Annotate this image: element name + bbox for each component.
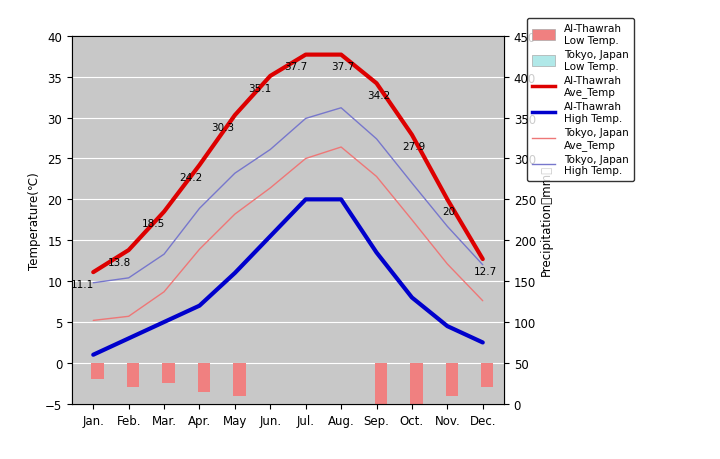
Bar xyxy=(401,243,414,404)
Bar xyxy=(437,328,449,404)
Bar xyxy=(162,363,175,384)
Text: 18.5: 18.5 xyxy=(142,219,165,229)
Bar xyxy=(374,363,387,404)
Text: 37.7: 37.7 xyxy=(331,62,354,72)
Bar xyxy=(127,363,139,387)
Bar xyxy=(189,303,202,404)
Legend: Al-Thawrah
Low Temp., Tokyo, Japan
Low Temp., Al-Thawrah
Ave_Temp, Al-Thawrah
Hi: Al-Thawrah Low Temp., Tokyo, Japan Low T… xyxy=(527,19,634,181)
Bar xyxy=(330,267,343,404)
Text: 34.2: 34.2 xyxy=(366,91,390,101)
Bar xyxy=(366,233,378,404)
Text: 20: 20 xyxy=(443,207,456,217)
Bar xyxy=(233,363,246,396)
Text: 27.9: 27.9 xyxy=(402,142,426,152)
Bar xyxy=(198,363,210,392)
Text: 37.7: 37.7 xyxy=(284,62,307,72)
Bar xyxy=(472,362,485,404)
Bar xyxy=(118,358,130,404)
Bar xyxy=(91,363,104,380)
Y-axis label: Precipitation（mm）: Precipitation（mm） xyxy=(540,165,553,276)
Bar xyxy=(260,267,272,404)
Text: 11.1: 11.1 xyxy=(71,279,94,289)
Text: 35.1: 35.1 xyxy=(248,84,271,93)
Bar xyxy=(295,278,307,404)
Bar xyxy=(446,363,458,396)
Text: 24.2: 24.2 xyxy=(179,172,202,182)
Bar xyxy=(83,362,95,404)
Text: 13.8: 13.8 xyxy=(108,257,132,267)
Y-axis label: Temperature(℃): Temperature(℃) xyxy=(28,172,41,269)
Bar xyxy=(410,363,423,404)
Bar xyxy=(153,308,166,404)
Text: 30.3: 30.3 xyxy=(211,123,234,133)
Bar xyxy=(481,363,493,387)
Bar xyxy=(224,291,237,404)
Text: 12.7: 12.7 xyxy=(474,266,497,276)
